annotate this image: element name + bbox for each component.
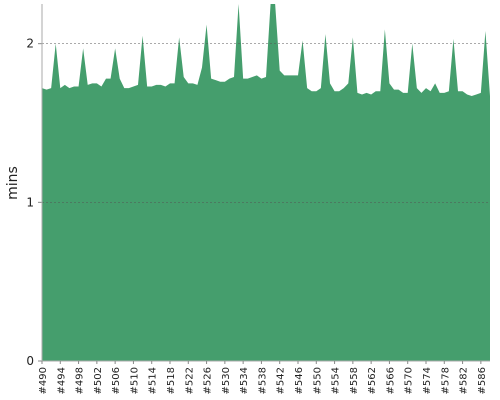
- x-tick-label: #586: [477, 367, 488, 394]
- x-tick-label: #506: [111, 367, 122, 394]
- x-tick-label: #550: [312, 367, 323, 394]
- x-tick-label: #574: [422, 367, 433, 394]
- x-tick-label: #518: [166, 367, 177, 394]
- x-tick-label: #558: [349, 367, 360, 394]
- x-tick-label: #546: [294, 367, 305, 394]
- x-tick-label: #510: [129, 367, 140, 394]
- x-tick-label: #538: [257, 367, 268, 394]
- y-axis-label: mins: [5, 166, 21, 200]
- x-tick-label: #494: [56, 367, 67, 394]
- x-tick-label: #522: [184, 367, 195, 394]
- x-tick-label: #502: [93, 367, 104, 394]
- x-tick-label: #582: [459, 367, 470, 394]
- y-tick-label: 1: [26, 195, 34, 209]
- x-tick-label: #514: [148, 367, 159, 394]
- x-tick-label: #578: [440, 367, 451, 394]
- x-tick-label: #566: [385, 367, 396, 394]
- x-tick-label: #570: [404, 367, 415, 394]
- x-tick-label: #498: [75, 367, 86, 394]
- x-tick-label: #542: [276, 367, 287, 394]
- x-tick-label: #526: [203, 367, 214, 394]
- x-tick-label: #562: [367, 367, 378, 394]
- area: [42, 4, 490, 361]
- x-tick-label: #530: [221, 367, 232, 394]
- x-tick-label: #554: [331, 367, 342, 394]
- x-tick-label: #490: [38, 367, 49, 394]
- y-tick-label: 2: [26, 37, 34, 51]
- x-tick-label: #534: [239, 367, 250, 394]
- y-tick-label: 0: [26, 354, 34, 368]
